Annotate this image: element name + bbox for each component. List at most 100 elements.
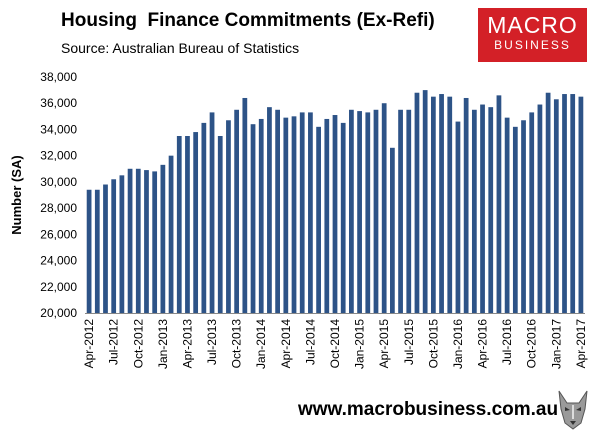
bars-group bbox=[86, 90, 584, 314]
bar bbox=[406, 109, 412, 314]
x-tick-label: Oct-2014 bbox=[328, 319, 342, 369]
x-tick-label: Jul-2014 bbox=[303, 319, 317, 365]
website-url: www.macrobusiness.com.au bbox=[298, 399, 559, 420]
wolf-icon bbox=[555, 389, 591, 431]
x-tick-label: Oct-2012 bbox=[131, 319, 145, 369]
bar bbox=[578, 96, 584, 314]
bar bbox=[226, 120, 231, 314]
bar bbox=[373, 109, 379, 314]
y-tick-label: 26,000 bbox=[40, 227, 77, 241]
bar bbox=[480, 104, 485, 314]
bar bbox=[152, 171, 158, 313]
bar bbox=[349, 109, 354, 314]
y-tick-label: 36,000 bbox=[40, 96, 77, 110]
y-axis-ticks: 20,000 22,000 24,000 26,000 28,000 30,000 32,0… bbox=[40, 70, 77, 320]
bar bbox=[553, 99, 559, 314]
bar bbox=[562, 94, 567, 314]
x-tick-label: Apr-2014 bbox=[279, 319, 293, 369]
bar bbox=[275, 109, 280, 314]
bar bbox=[447, 96, 453, 314]
bar bbox=[488, 107, 494, 314]
bar bbox=[135, 168, 141, 313]
bar bbox=[512, 126, 518, 313]
bar bbox=[324, 118, 330, 313]
bar bbox=[471, 109, 477, 314]
y-tick-label: 38,000 bbox=[40, 70, 77, 84]
chart-title: Housing Finance Commitments (Ex-Refi) bbox=[61, 10, 435, 31]
bar bbox=[398, 109, 403, 314]
x-tick-label: Oct-2015 bbox=[426, 319, 440, 369]
y-tick-label: 30,000 bbox=[40, 175, 77, 189]
bar bbox=[168, 155, 174, 313]
bar bbox=[463, 97, 469, 313]
y-tick-label: 34,000 bbox=[40, 122, 77, 136]
y-tick-label: 24,000 bbox=[40, 254, 77, 268]
bar bbox=[160, 164, 166, 313]
bar bbox=[332, 115, 338, 314]
bar bbox=[430, 96, 436, 314]
y-tick-label: 22,000 bbox=[40, 280, 77, 294]
bar bbox=[496, 95, 502, 313]
bar bbox=[365, 112, 371, 314]
x-tick-label: Jul-2016 bbox=[500, 319, 514, 365]
bar bbox=[250, 124, 256, 313]
bar bbox=[217, 136, 223, 313]
x-tick-label: Jul-2012 bbox=[107, 319, 121, 365]
bar bbox=[111, 179, 117, 313]
x-tick-label: Oct-2016 bbox=[525, 319, 539, 369]
bar bbox=[357, 111, 362, 313]
x-tick-label: Jan-2013 bbox=[156, 319, 170, 369]
bar bbox=[414, 92, 420, 313]
x-tick-label: Apr-2017 bbox=[574, 319, 588, 369]
y-tick-label: 20,000 bbox=[40, 306, 77, 320]
x-tick-label: Jan-2017 bbox=[549, 319, 563, 369]
x-tick-label: Jan-2016 bbox=[451, 319, 465, 369]
bar bbox=[258, 118, 264, 313]
bar bbox=[176, 136, 182, 313]
x-tick-label: Jan-2014 bbox=[254, 319, 268, 369]
x-tick-label: Jul-2015 bbox=[402, 319, 416, 365]
x-tick-label: Jan-2015 bbox=[353, 319, 367, 369]
bar bbox=[185, 136, 190, 313]
bar bbox=[119, 175, 125, 313]
bar bbox=[127, 168, 133, 313]
bar bbox=[422, 90, 428, 313]
macrobusiness-logo: MACRO BUSINESS bbox=[478, 8, 587, 62]
bar bbox=[390, 147, 395, 313]
bar bbox=[381, 103, 387, 313]
y-tick-label: 28,000 bbox=[40, 201, 77, 215]
bar bbox=[545, 92, 551, 313]
x-tick-label: Oct-2013 bbox=[230, 319, 244, 369]
bar bbox=[94, 189, 100, 313]
bar bbox=[529, 112, 535, 314]
bar bbox=[86, 189, 92, 313]
bar bbox=[144, 170, 149, 313]
bar bbox=[439, 94, 444, 314]
y-tick-label: 32,000 bbox=[40, 149, 77, 163]
x-axis-ticks: Apr-2012 Jul-2012 Oct-2012 Jan-2013 Apr-2013… bbox=[82, 319, 588, 369]
bar bbox=[201, 122, 207, 313]
chart-source: Source: Australian Bureau of Statistics bbox=[61, 40, 300, 56]
bar bbox=[537, 104, 543, 314]
logo-line-1: MACRO bbox=[487, 12, 578, 38]
bar bbox=[455, 121, 461, 313]
bar bbox=[267, 107, 272, 314]
x-tick-label: Apr-2012 bbox=[82, 319, 96, 369]
bar bbox=[340, 122, 346, 313]
bar bbox=[103, 184, 108, 313]
x-tick-label: Jul-2013 bbox=[205, 319, 219, 365]
x-tick-label: Apr-2013 bbox=[180, 319, 194, 369]
bar bbox=[209, 112, 215, 314]
bar bbox=[570, 94, 576, 314]
y-axis-label: Number (SA) bbox=[9, 155, 24, 234]
bar bbox=[316, 126, 321, 313]
bar bbox=[234, 109, 240, 314]
bar bbox=[521, 120, 526, 314]
x-tick-label: Apr-2016 bbox=[476, 319, 490, 369]
bar bbox=[299, 112, 305, 314]
logo-line-2: BUSINESS bbox=[494, 38, 571, 52]
bar bbox=[308, 112, 313, 314]
bar bbox=[242, 97, 248, 313]
bar bbox=[193, 132, 199, 313]
x-tick-label: Apr-2015 bbox=[377, 319, 391, 369]
